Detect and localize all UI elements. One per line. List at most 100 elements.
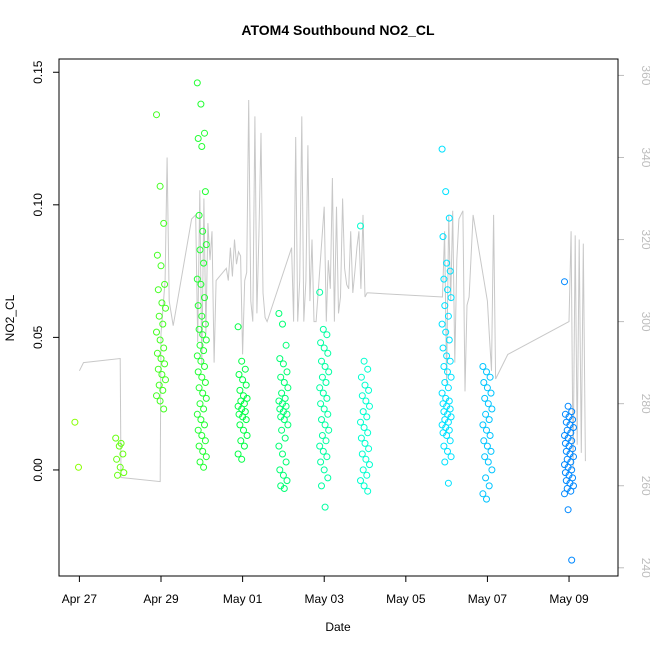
data-point xyxy=(197,280,205,288)
y2-tick-label: 260 xyxy=(639,476,650,496)
data-point xyxy=(445,426,453,434)
data-point xyxy=(278,426,286,434)
data-point xyxy=(366,461,373,469)
x-tick-label: May 01 xyxy=(223,592,263,606)
data-point xyxy=(445,397,453,405)
data-point xyxy=(359,466,367,474)
data-point xyxy=(193,410,201,418)
data-point xyxy=(279,471,287,479)
data-point xyxy=(569,445,577,453)
data-point xyxy=(161,280,169,288)
y2-tick-label: 240 xyxy=(639,558,650,578)
data-point xyxy=(445,214,453,222)
data-point xyxy=(444,384,452,392)
x-tick-label: May 05 xyxy=(386,592,426,606)
data-point xyxy=(439,344,447,352)
data-point xyxy=(483,384,491,392)
x-axis-label: Date xyxy=(325,620,351,634)
data-point xyxy=(316,288,324,296)
data-point xyxy=(570,453,577,461)
data-point xyxy=(200,347,208,355)
data-point xyxy=(561,278,568,286)
y-tick-label: 0.10 xyxy=(31,193,45,217)
data-point xyxy=(441,379,449,386)
data-point xyxy=(366,402,373,410)
data-point xyxy=(324,474,332,482)
x-tick-label: Apr 27 xyxy=(62,592,98,606)
data-point xyxy=(162,304,169,312)
data-point xyxy=(153,251,161,259)
y-tick-label: 0.15 xyxy=(31,60,45,84)
data-point xyxy=(446,437,454,445)
data-point xyxy=(483,442,491,450)
data-point xyxy=(325,426,333,434)
data-point xyxy=(438,145,446,153)
data-point xyxy=(197,357,205,365)
data-point xyxy=(279,320,286,328)
data-point xyxy=(440,275,448,283)
data-point xyxy=(275,310,283,317)
data-point xyxy=(201,294,208,302)
data-point xyxy=(195,211,203,219)
data-point xyxy=(196,400,204,408)
data-point xyxy=(440,442,448,450)
data-point xyxy=(447,373,455,381)
data-point xyxy=(319,325,327,333)
x-tick-label: May 07 xyxy=(468,592,508,606)
data-point xyxy=(196,246,204,254)
data-point xyxy=(564,506,572,514)
data-point xyxy=(570,482,577,490)
data-point xyxy=(364,429,372,437)
data-point xyxy=(156,336,164,344)
data-point xyxy=(202,453,210,461)
data-point xyxy=(197,416,205,424)
data-point xyxy=(317,339,325,347)
data-point xyxy=(357,434,365,442)
y2-tick-label: 360 xyxy=(639,65,650,85)
data-point xyxy=(568,556,576,564)
data-point xyxy=(444,418,452,426)
data-point xyxy=(443,432,451,439)
data-point xyxy=(196,458,204,466)
secondary-series-line xyxy=(78,99,586,483)
data-point xyxy=(240,442,248,450)
data-point xyxy=(241,365,249,373)
data-point xyxy=(199,389,207,397)
data-point xyxy=(241,408,249,416)
data-point xyxy=(243,432,251,439)
data-point xyxy=(481,394,489,402)
data-point xyxy=(564,402,572,410)
data-point xyxy=(438,389,446,397)
data-point xyxy=(445,336,453,344)
data-point xyxy=(479,363,487,370)
data-point xyxy=(444,312,452,320)
data-point xyxy=(446,405,454,413)
data-point xyxy=(482,474,490,482)
data-point xyxy=(485,416,493,424)
data-point xyxy=(484,458,492,466)
data-point xyxy=(488,466,496,474)
data-point xyxy=(202,336,210,344)
data-point xyxy=(236,421,244,429)
data-point xyxy=(276,355,284,363)
data-point xyxy=(439,233,447,241)
data-point xyxy=(318,373,326,381)
data-point xyxy=(201,320,209,328)
data-point xyxy=(202,241,210,249)
data-point xyxy=(278,389,286,397)
data-point xyxy=(236,386,244,394)
data-point xyxy=(321,363,329,370)
data-point xyxy=(318,482,325,490)
data-point xyxy=(200,259,208,267)
data-point xyxy=(158,299,166,307)
data-point xyxy=(153,349,161,357)
data-point xyxy=(200,463,208,471)
data-point xyxy=(441,458,449,466)
data-point xyxy=(360,482,368,490)
y2-tick-label: 300 xyxy=(639,312,650,332)
data-point xyxy=(487,447,495,455)
data-point xyxy=(444,447,451,455)
data-point xyxy=(318,432,326,439)
y-axis-label: NO2_CL xyxy=(3,294,17,341)
